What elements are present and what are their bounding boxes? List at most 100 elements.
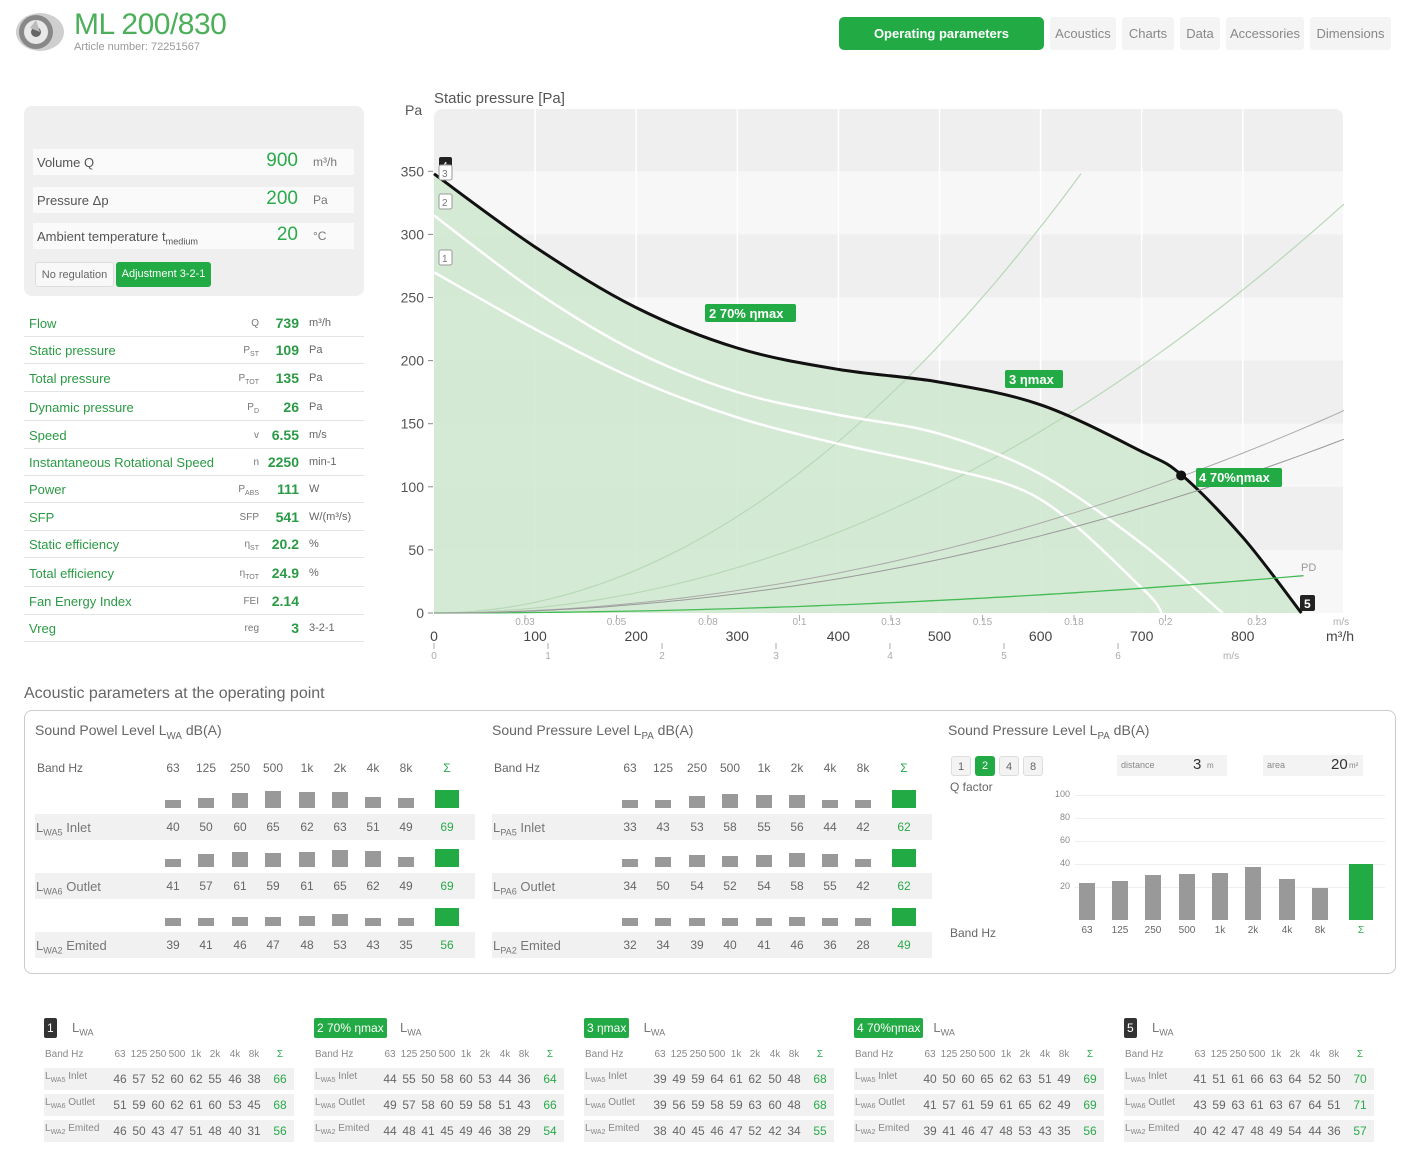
acoustic-value: 42 [856,879,870,893]
param-row-vreg: Vreg reg 3 3-2-1 [24,614,364,642]
mini-row-label: LWA5 Inlet [45,1071,88,1084]
ambient-value[interactable]: 20 [276,224,298,245]
mini-row-label: LWA2 Emited [45,1123,100,1136]
y-axis-unit: Pa [405,102,422,118]
mini-row-label: LWA6 Outlet [855,1097,905,1110]
spl-grid-line [1075,864,1385,865]
spl-band-label: 250 [1144,925,1162,936]
mini-value: 63 [1269,1098,1283,1112]
mini-row-bg [314,1068,564,1090]
spl-bar [1112,880,1128,920]
param-symbol: ηST [244,539,259,552]
param-unit: W [309,483,320,495]
mini-value: 58 [421,1098,435,1112]
band-header: Σ [900,761,908,775]
mini-value: 36 [1327,1124,1341,1138]
acoustic-bar [435,849,459,867]
svg-text:3: 3 [442,169,448,180]
x-tick-label: 100 [523,628,547,644]
acoustic-bar [365,851,381,867]
acoustic-value: 69 [440,820,454,834]
efficiency-line [433,173,1082,614]
operating-point-tag[interactable]: 3 ηmax [584,1018,630,1038]
band-hz-label: Band Hz [950,926,997,940]
mini-value: 65 [980,1072,994,1086]
mini-value: 57 [132,1072,146,1086]
power-level-title: Sound Powel Level LWA dB(A) [35,722,222,742]
ms-tick-label: 0.15 [973,617,993,628]
x-tick-label: 700 [1130,628,1154,644]
band-header: 250 [1229,1049,1247,1060]
mini-value: 49 [1057,1098,1071,1112]
band-header: 2k [1289,1049,1301,1060]
ambient-input-row[interactable]: Ambient temperature tmedium 20 °C [33,223,354,249]
mini-value: 62 [999,1072,1013,1086]
label-70-etamax-left[interactable]: 2 70% ηmax [705,304,796,322]
tab-dimensions[interactable]: Dimensions [1310,17,1391,50]
acoustic-bar [232,917,248,926]
param-name: Vreg [29,621,56,636]
param-row-static-efficiency: Static efficiency ηST 20.2% [24,530,364,558]
mini-value: 58 [710,1098,724,1112]
mini-value: 52 [748,1124,762,1138]
band-header: 125 [130,1049,148,1060]
operating-point[interactable] [1176,470,1187,481]
acoustic-value: 40 [723,938,737,952]
operating-point-tag[interactable]: 4 70%ηmax [854,1018,924,1038]
ms-tick-label: 0.03 [515,617,535,628]
acoustic-row-label: LWA5 Inlet [36,820,91,838]
tab-accessories[interactable]: Accessories [1226,17,1304,50]
param-row-sfp: SFP SFP 541 W/(m³/s) [24,503,364,531]
mini-value: 40 [672,1124,686,1138]
acoustic-value: 55 [823,879,837,893]
operating-point-tag[interactable]: 5 [1124,1018,1137,1038]
no-regulation-button[interactable]: No regulation [35,262,114,287]
tab-acoustics[interactable]: Acoustics [1050,17,1116,50]
mini-value: 50 [1327,1072,1341,1086]
q-factor-option[interactable]: 1 [951,756,971,776]
mini-value: 62 [748,1072,762,1086]
param-value: 739 [275,315,299,331]
tab-operating-parameters[interactable]: Operating parameters [839,17,1044,50]
operating-point-tag[interactable]: 2 70% ηmax [314,1018,387,1038]
tab-data[interactable]: Data [1180,17,1220,50]
chart-title: Static pressure [Pa] [434,90,565,107]
distance-field[interactable]: distance 3 m [1117,755,1227,776]
mini-value: 66 [1250,1072,1264,1086]
mini-value: 39 [653,1072,667,1086]
mini-value: 66 [273,1072,287,1086]
operating-point-tag[interactable]: 1 [44,1018,57,1038]
band-header: 125 [940,1049,958,1060]
volume-input-row[interactable]: Volume Q 900 m³/h [33,149,354,175]
area-field[interactable]: area 20 m² [1263,755,1363,776]
pressure-input-row[interactable]: Pressure Δp 200 Pa [33,187,354,213]
param-unit: Pa [309,344,323,356]
param-name: Flow [29,316,57,331]
acoustic-value: 41 [199,938,213,952]
adjustment-button[interactable]: Adjustment 3-2-1 [116,262,211,287]
mini-value: 58 [478,1098,492,1112]
pressure-value[interactable]: 200 [266,188,298,209]
param-name: Speed [29,428,67,443]
acoustic-bar [398,797,414,808]
q-factor-option[interactable]: 4 [999,756,1019,776]
band-header: 2k [209,1049,221,1060]
acoustic-bar [435,908,459,926]
q-factor-option[interactable]: 2 [975,756,995,776]
band-header: 125 [400,1049,418,1060]
label-70-etamax-right[interactable]: 4 70%ηmax [1196,468,1282,487]
mini-value: 59 [691,1072,705,1086]
label-etamax[interactable]: 3 ηmax [1005,370,1063,388]
ms-tick-label: 5 [1001,651,1007,662]
mini-value: 38 [653,1124,667,1138]
mini-value: 63 [1269,1072,1283,1086]
volume-value[interactable]: 900 [266,150,298,171]
band-header: 2k [479,1049,491,1060]
mini-row-bg [44,1094,294,1116]
q-factor-option[interactable]: 8 [1023,756,1043,776]
mini-value: 50 [132,1124,146,1138]
acoustic-bar [332,850,348,867]
acoustics-panel [24,710,1396,974]
label-point-5[interactable]: 5 [1300,595,1315,611]
tab-charts[interactable]: Charts [1122,17,1174,50]
